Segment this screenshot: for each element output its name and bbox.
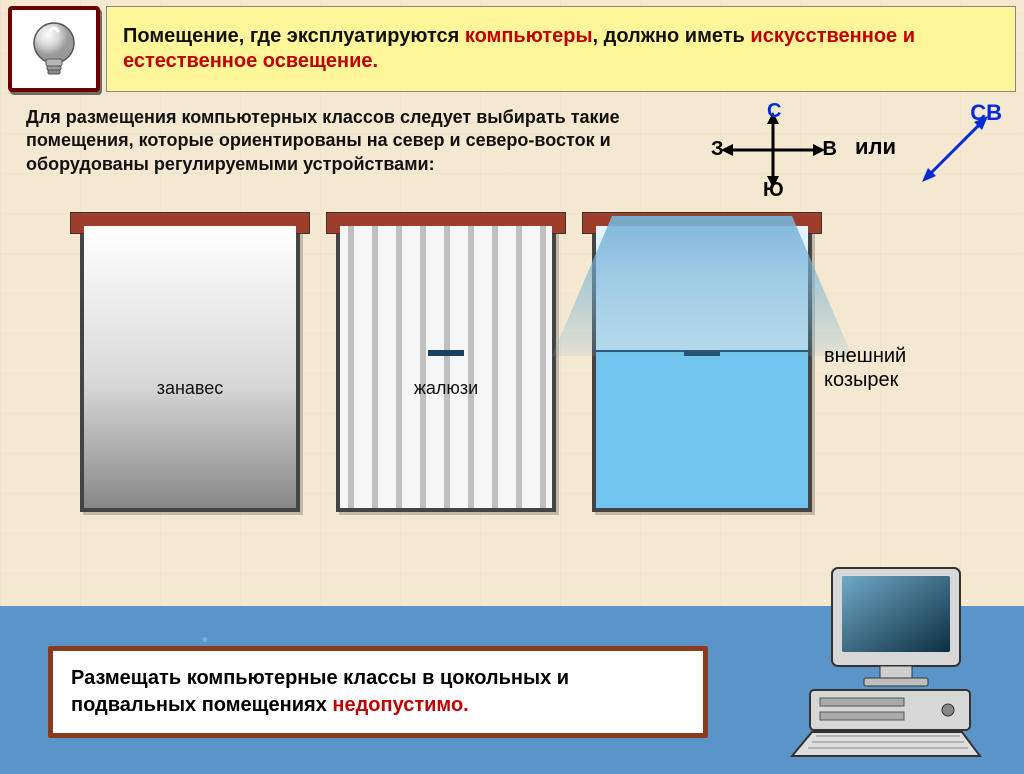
subtext: Для размещения компьютерных классов след…: [26, 106, 693, 176]
visor-label: внешний козырек: [824, 344, 934, 392]
compass-n: С: [767, 100, 781, 123]
visor-label-l2: козырек: [824, 369, 898, 391]
window-visor: внешний козырек: [592, 222, 812, 512]
window-label-2: жалюзи: [340, 378, 552, 399]
window-label-1: занавес: [84, 378, 296, 399]
desktop-pc-icon: [780, 564, 990, 764]
orientation-graphic: С Ю З В или СВ: [713, 106, 998, 196]
compass-ne-icon: СВ: [918, 106, 998, 186]
title-pre: Помещение, где эксплуатируются: [123, 25, 465, 47]
compass-cross-icon: С Ю З В: [713, 106, 833, 196]
visor-label-l1: внешний: [824, 345, 906, 367]
footer-pre: Размещать компьютерные классы: [71, 667, 422, 689]
footer-hl4: недопустимо.: [327, 694, 469, 716]
lightbulb-icon: [8, 6, 100, 92]
context-row: Для размещения компьютерных классов след…: [26, 106, 998, 196]
compass-or: или: [855, 134, 896, 160]
window-blinds: жалюзи: [336, 222, 556, 512]
compass-ne: СВ: [970, 100, 1002, 126]
windows-row: занавес жалюзи внешний козырек: [80, 222, 1024, 512]
header: Помещение, где эксплуатируются компьютер…: [8, 6, 1016, 92]
title-hl1: компьютеры: [465, 25, 593, 47]
compass-s: Ю: [763, 179, 784, 202]
window-curtain: занавес: [80, 222, 300, 512]
footer-warning: Размещать компьютерные классы в цокольны…: [48, 646, 708, 738]
title-banner: Помещение, где эксплуатируются компьютер…: [106, 6, 1016, 92]
compass-e: В: [823, 138, 837, 161]
title-mid: , должно иметь: [593, 25, 751, 47]
compass-w: З: [711, 138, 724, 161]
